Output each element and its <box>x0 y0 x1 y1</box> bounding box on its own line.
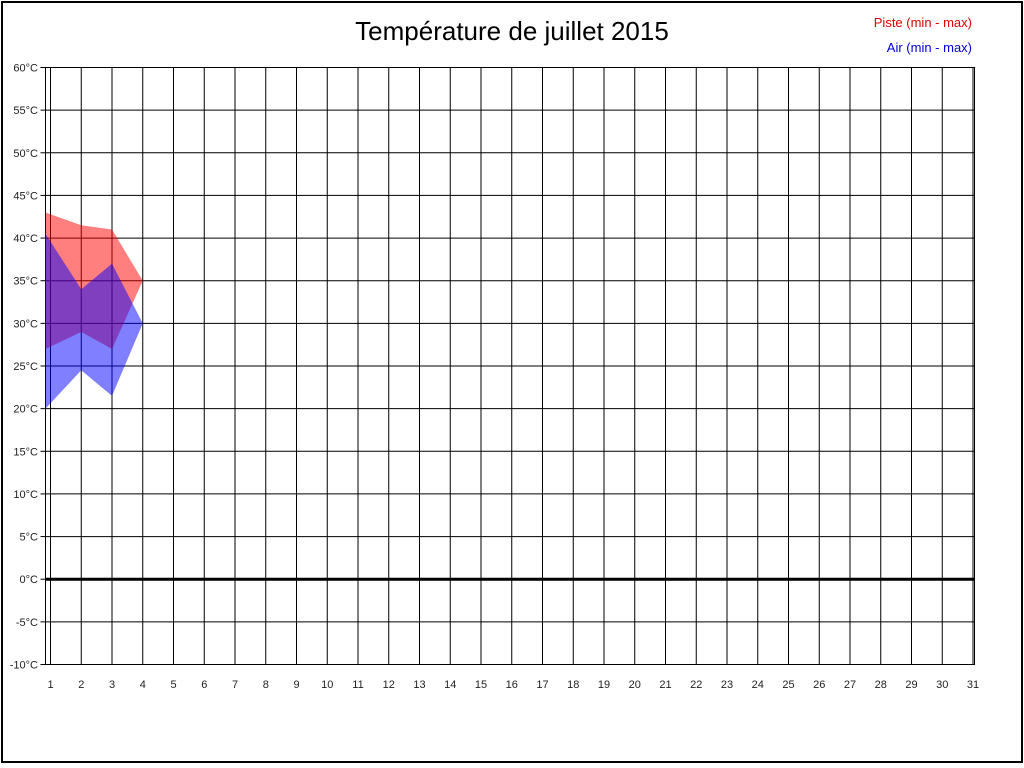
y-tick-label: -10°C <box>10 660 38 672</box>
x-tick-label: 17 <box>536 679 548 691</box>
y-tick-label: 60°C <box>13 63 38 75</box>
x-tick-label: 6 <box>201 679 207 691</box>
y-axis-labels: 60°C 55°C 50°C 45°C 40°C 35°C 30°C 25°C 20°C 15°C… <box>10 63 38 672</box>
x-tick-label: 10 <box>321 679 333 691</box>
x-tick-label: 8 <box>263 679 269 691</box>
legend-item-piste: Piste (min - max) <box>873 15 972 30</box>
x-tick-label: 9 <box>293 679 299 691</box>
x-tick-label: 13 <box>413 679 425 691</box>
x-tick-label: 4 <box>140 679 146 691</box>
x-tick-label: 7 <box>232 679 238 691</box>
x-tick-label: 12 <box>383 679 395 691</box>
x-tick-label: 14 <box>444 679 456 691</box>
x-tick-label: 28 <box>875 679 887 691</box>
x-tick-label: 3 <box>109 679 115 691</box>
y-tick-label: 15°C <box>13 446 38 458</box>
y-tick-label: 55°C <box>13 105 38 117</box>
x-tick-label: 18 <box>567 679 579 691</box>
x-tick-label: 20 <box>629 679 641 691</box>
x-tick-label: 2 <box>78 679 84 691</box>
x-tick-label: 26 <box>813 679 825 691</box>
x-tick-label: 19 <box>598 679 610 691</box>
legend-item-air: Air (min - max) <box>886 40 972 55</box>
x-tick-label: 25 <box>782 679 794 691</box>
legend: Piste (min - max) Air (min - max) <box>874 10 972 60</box>
y-tick-label: 0°C <box>20 574 39 586</box>
x-tick-label: 15 <box>475 679 487 691</box>
x-tick-label: 29 <box>905 679 917 691</box>
x-tick-label: 23 <box>721 679 733 691</box>
grid <box>40 67 975 665</box>
chart-title: Température de juillet 2015 <box>355 16 669 46</box>
y-tick-label: 10°C <box>13 489 38 501</box>
x-tick-label: 16 <box>506 679 518 691</box>
x-axis-labels: 1 2 3 4 5 6 7 8 9 10 11 12 13 14 15 16 17 18 19 20 21 22 23 24 2… <box>47 679 979 691</box>
x-tick-label: 30 <box>936 679 948 691</box>
y-tick-label: 20°C <box>13 404 38 416</box>
y-tick-label: 50°C <box>13 148 38 160</box>
y-tick-label: 40°C <box>13 233 38 245</box>
x-tick-label: 11 <box>352 679 363 691</box>
y-tick-label: 5°C <box>20 532 39 544</box>
y-tick-label: 45°C <box>13 190 38 202</box>
x-tick-label: 5 <box>170 679 176 691</box>
series-band-air <box>45 233 143 409</box>
x-tick-label: 24 <box>752 679 764 691</box>
y-tick-label: 35°C <box>13 276 38 288</box>
y-tick-label: 25°C <box>13 361 38 373</box>
y-tick-label: -5°C <box>16 617 38 629</box>
x-tick-label: 21 <box>659 679 671 691</box>
x-tick-label: 27 <box>844 679 856 691</box>
x-tick-label: 22 <box>690 679 702 691</box>
y-tick-label: 30°C <box>13 318 38 330</box>
x-tick-label: 1 <box>47 679 53 691</box>
x-tick-label: 31 <box>967 679 979 691</box>
